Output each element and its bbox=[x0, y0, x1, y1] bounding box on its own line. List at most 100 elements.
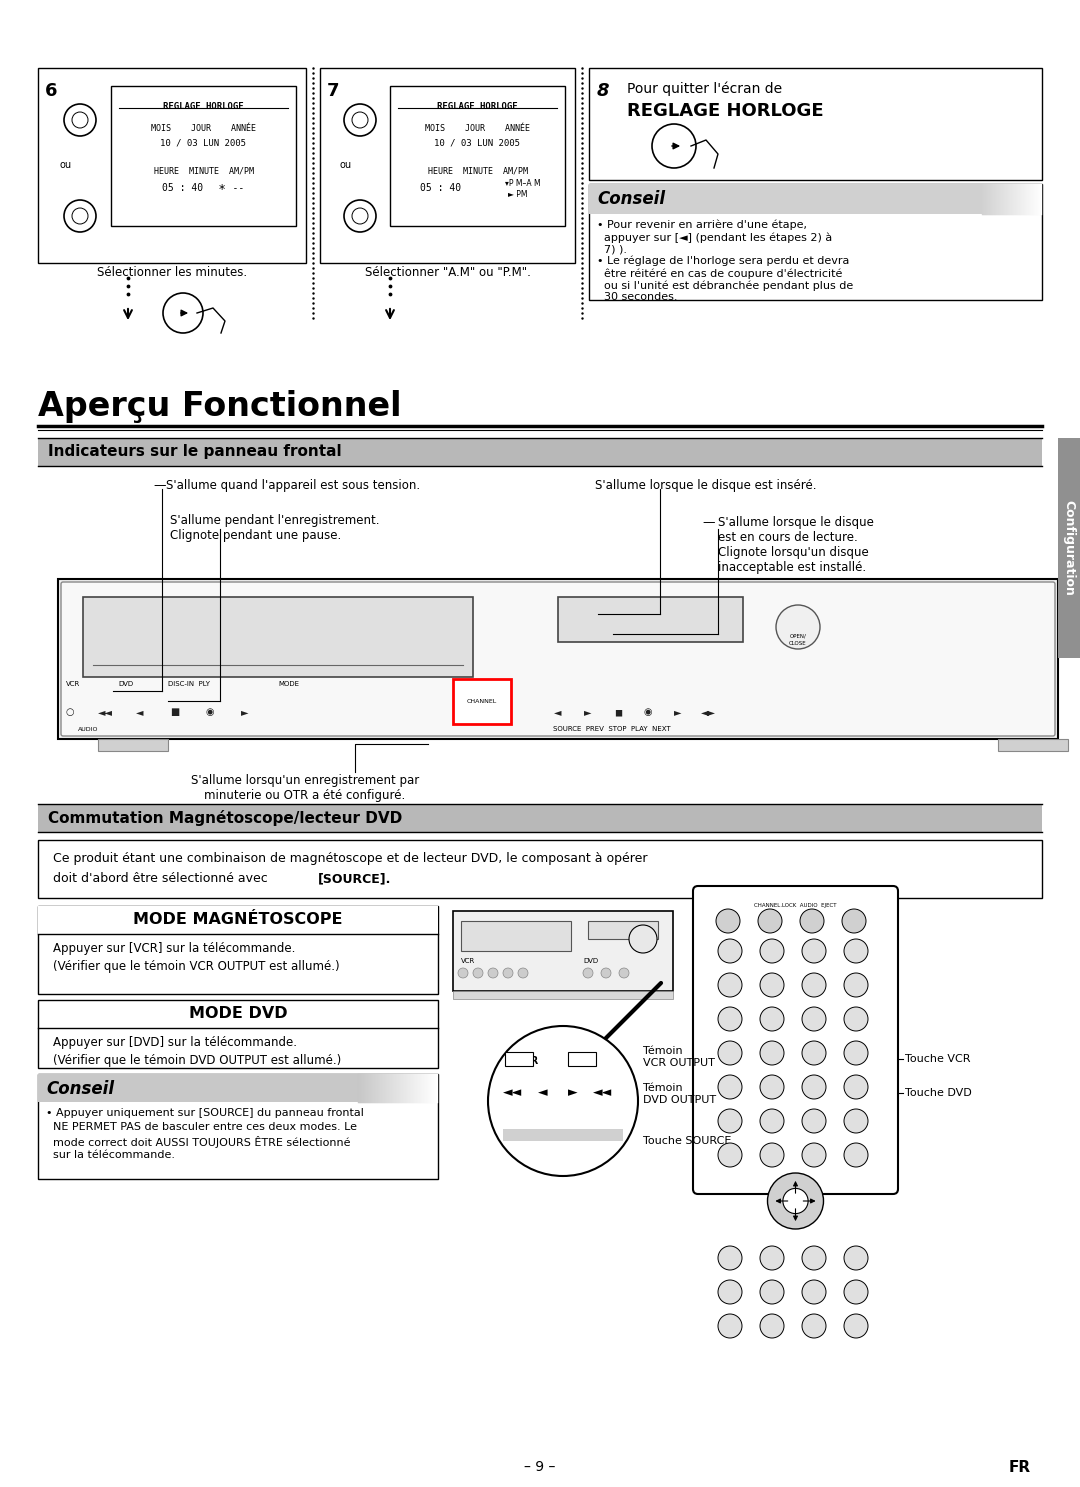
Text: Indicateurs sur le panneau frontal: Indicateurs sur le panneau frontal bbox=[48, 445, 341, 459]
Text: MOIS    JOUR    ANNÉE: MOIS JOUR ANNÉE bbox=[151, 123, 256, 132]
Circle shape bbox=[802, 1041, 826, 1065]
Circle shape bbox=[802, 1109, 826, 1133]
Circle shape bbox=[802, 1144, 826, 1167]
Circle shape bbox=[843, 1041, 868, 1065]
Text: HEURE  MINUTE  AM/PM: HEURE MINUTE AM/PM bbox=[153, 167, 254, 175]
Text: VCR: VCR bbox=[461, 958, 475, 964]
Text: • Pour revenir en arrière d'une étape,
  appuyer sur [◄] (pendant les étapes 2) : • Pour revenir en arrière d'une étape, a… bbox=[597, 220, 833, 254]
Text: MODE: MODE bbox=[278, 681, 299, 687]
Text: NE PERMET PAS de basculer entre ces deux modes. Le: NE PERMET PAS de basculer entre ces deux… bbox=[46, 1123, 357, 1132]
Bar bbox=[320, 68, 575, 263]
Circle shape bbox=[843, 1280, 868, 1304]
Circle shape bbox=[777, 605, 820, 648]
Bar bbox=[453, 680, 511, 724]
Text: ► PM: ► PM bbox=[508, 190, 527, 199]
Text: MOIS    JOUR    ANNÉE: MOIS JOUR ANNÉE bbox=[426, 123, 530, 132]
Circle shape bbox=[718, 1109, 742, 1133]
Circle shape bbox=[760, 972, 784, 996]
Text: est en cours de lecture.: est en cours de lecture. bbox=[718, 531, 858, 544]
Circle shape bbox=[802, 1246, 826, 1270]
Bar bbox=[111, 86, 296, 226]
Bar bbox=[558, 596, 743, 642]
FancyBboxPatch shape bbox=[60, 581, 1055, 736]
Circle shape bbox=[760, 1041, 784, 1065]
Circle shape bbox=[518, 968, 528, 978]
Text: FR: FR bbox=[1009, 1460, 1031, 1475]
Bar bbox=[461, 920, 571, 952]
Circle shape bbox=[583, 968, 593, 978]
Circle shape bbox=[72, 208, 87, 225]
Text: MODE MAGNÉTOSCOPE: MODE MAGNÉTOSCOPE bbox=[133, 912, 342, 926]
Text: ◼: ◼ bbox=[613, 706, 622, 717]
Text: Commutation Magnétoscope/lecteur DVD: Commutation Magnétoscope/lecteur DVD bbox=[48, 810, 402, 825]
Text: (Vérifier que le témoin DVD OUTPUT est allumé.): (Vérifier que le témoin DVD OUTPUT est a… bbox=[53, 1054, 341, 1068]
Text: ◉: ◉ bbox=[644, 706, 652, 717]
Circle shape bbox=[64, 199, 96, 232]
Circle shape bbox=[718, 1315, 742, 1338]
Bar bbox=[38, 840, 1042, 898]
Bar bbox=[503, 1129, 623, 1141]
Bar bbox=[568, 1051, 596, 1066]
Bar bbox=[1058, 439, 1080, 659]
Text: DISC-IN  PLY: DISC-IN PLY bbox=[168, 681, 210, 687]
Circle shape bbox=[629, 925, 657, 953]
Text: VCR: VCR bbox=[517, 1056, 539, 1066]
Circle shape bbox=[488, 968, 498, 978]
Bar bbox=[83, 596, 473, 677]
Text: OPEN/: OPEN/ bbox=[789, 633, 807, 639]
Text: Appuyer sur [VCR] sur la télécommande.: Appuyer sur [VCR] sur la télécommande. bbox=[53, 941, 295, 955]
Text: ►: ► bbox=[674, 706, 681, 717]
Text: doit d'abord être sélectionné avec: doit d'abord être sélectionné avec bbox=[53, 871, 272, 885]
Bar bbox=[38, 906, 438, 934]
Circle shape bbox=[843, 972, 868, 996]
Circle shape bbox=[843, 1246, 868, 1270]
Text: CHANNEL.LOCK  AUDIO  EJECT: CHANNEL.LOCK AUDIO EJECT bbox=[754, 903, 837, 909]
Text: SOURCE  PREV  STOP  PLAY  NEXT: SOURCE PREV STOP PLAY NEXT bbox=[553, 726, 671, 732]
Circle shape bbox=[718, 1280, 742, 1304]
Text: Touche SOURCE: Touche SOURCE bbox=[643, 1136, 731, 1146]
Text: Conseil: Conseil bbox=[46, 1080, 114, 1097]
Text: ◄◄: ◄◄ bbox=[593, 1086, 612, 1099]
Text: ►: ► bbox=[584, 706, 592, 717]
Circle shape bbox=[760, 1007, 784, 1030]
Text: PRE: PRE bbox=[573, 1132, 593, 1141]
Text: ►: ► bbox=[241, 706, 248, 717]
Text: 6: 6 bbox=[45, 82, 57, 100]
Circle shape bbox=[760, 938, 784, 964]
Text: ◉: ◉ bbox=[206, 706, 214, 717]
Circle shape bbox=[458, 968, 468, 978]
Text: Ce produit étant une combinaison de magnétoscope et de lecteur DVD, le composant: Ce produit étant une combinaison de magn… bbox=[53, 852, 648, 865]
Bar bbox=[38, 906, 438, 993]
Circle shape bbox=[843, 1315, 868, 1338]
Text: Témoin
DVD OUTPUT: Témoin DVD OUTPUT bbox=[643, 1083, 716, 1105]
Bar bbox=[589, 184, 1042, 214]
Circle shape bbox=[760, 1315, 784, 1338]
Text: ou: ou bbox=[340, 161, 352, 170]
Text: 10 / 03 LUN 2005: 10 / 03 LUN 2005 bbox=[161, 138, 246, 147]
Text: Appuyer sur [DVD] sur la télécommande.: Appuyer sur [DVD] sur la télécommande. bbox=[53, 1036, 297, 1048]
Text: Conseil: Conseil bbox=[597, 190, 665, 208]
Bar bbox=[453, 912, 673, 990]
Text: 7: 7 bbox=[327, 82, 339, 100]
Bar bbox=[38, 439, 1042, 465]
Circle shape bbox=[718, 1007, 742, 1030]
Circle shape bbox=[800, 909, 824, 932]
Text: ◄: ◄ bbox=[554, 706, 562, 717]
Text: —: — bbox=[702, 516, 715, 529]
Circle shape bbox=[718, 1041, 742, 1065]
Text: DVD: DVD bbox=[583, 958, 598, 964]
Circle shape bbox=[802, 1007, 826, 1030]
Circle shape bbox=[802, 1075, 826, 1099]
Text: Clignote pendant une pause.: Clignote pendant une pause. bbox=[170, 529, 341, 541]
Circle shape bbox=[652, 123, 696, 168]
Text: ►: ► bbox=[568, 1086, 578, 1099]
Text: 05 : 40: 05 : 40 bbox=[420, 183, 461, 193]
Text: ■: ■ bbox=[171, 706, 179, 717]
Text: ◄◄: ◄◄ bbox=[97, 706, 112, 717]
Circle shape bbox=[600, 968, 611, 978]
Bar bbox=[98, 739, 168, 751]
Text: ◄►: ◄► bbox=[701, 706, 715, 717]
Text: Clignote lorsqu'un disque: Clignote lorsqu'un disque bbox=[718, 546, 868, 559]
Text: 8: 8 bbox=[597, 82, 609, 100]
Circle shape bbox=[843, 1075, 868, 1099]
